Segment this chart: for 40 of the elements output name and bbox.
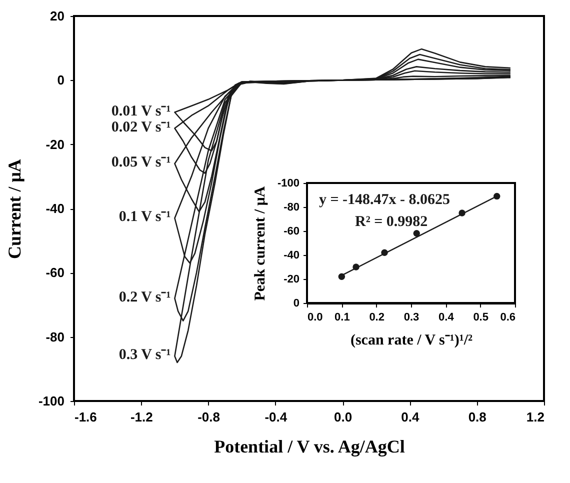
y-tick-label: 20 (50, 8, 64, 24)
y-axis-title: Peak current / μA (252, 186, 268, 301)
y-tick-label: 0 (293, 298, 300, 310)
y-tick-label: 0 (57, 72, 64, 88)
series-label: 0.01 V s⁻¹ (111, 103, 171, 120)
y-tick-label: -20 (46, 136, 64, 152)
x-tick-label: 0.1 (334, 312, 350, 324)
x-tick-label: -1.6 (74, 410, 97, 424)
y-tick-label: -60 (46, 265, 64, 280)
y-axis-title: Current / μA (4, 159, 24, 259)
x-tick-label: 0.4 (438, 312, 455, 324)
annotation: R² = 0.9982 (355, 214, 428, 230)
series-label: 0.05 V s⁻¹ (111, 154, 171, 171)
x-tick-label: 0.5 (473, 312, 488, 324)
y-tick-label: -80 (284, 202, 300, 214)
x-tick-label: -0.4 (264, 410, 288, 424)
y-tick-label: -100 (38, 394, 64, 408)
x-tick-label: -0.8 (198, 410, 220, 424)
x-tick-label: 0.2 (369, 312, 384, 324)
x-tick-label: -1.2 (130, 410, 153, 424)
series-label: 0.1 V s⁻¹ (118, 209, 171, 226)
x-tick-label: 0.4 (401, 410, 420, 424)
series-label: 0.02 V s⁻¹ (111, 119, 171, 136)
y-tick-label: -20 (284, 274, 300, 286)
y-tick-label: -80 (46, 329, 64, 344)
x-tick-label: 0.0 (308, 312, 323, 324)
y-tick-label: -60 (284, 226, 300, 238)
x-tick-label: 0.3 (404, 312, 420, 324)
x-tick-label: 0.0 (334, 410, 352, 424)
series-label: 0.3 V s⁻¹ (118, 347, 171, 364)
x-tick-label: 1.2 (526, 410, 544, 424)
y-tick-label: -40 (46, 201, 64, 216)
series-label: 0.2 V s⁻¹ (118, 289, 171, 306)
annotation: y = -148.47x - 8.0625 (319, 192, 450, 208)
x-tick-label: 0.6 (500, 312, 516, 324)
y-tick-label: -40 (284, 250, 300, 262)
x-axis-title: (scan rate / V s⁻¹)¹/² (350, 332, 474, 348)
y-tick-label: -100 (277, 178, 300, 190)
x-tick-label: 0.8 (468, 410, 486, 424)
x-axis-title: Potential / V vs. Ag/AgCl (214, 436, 405, 456)
